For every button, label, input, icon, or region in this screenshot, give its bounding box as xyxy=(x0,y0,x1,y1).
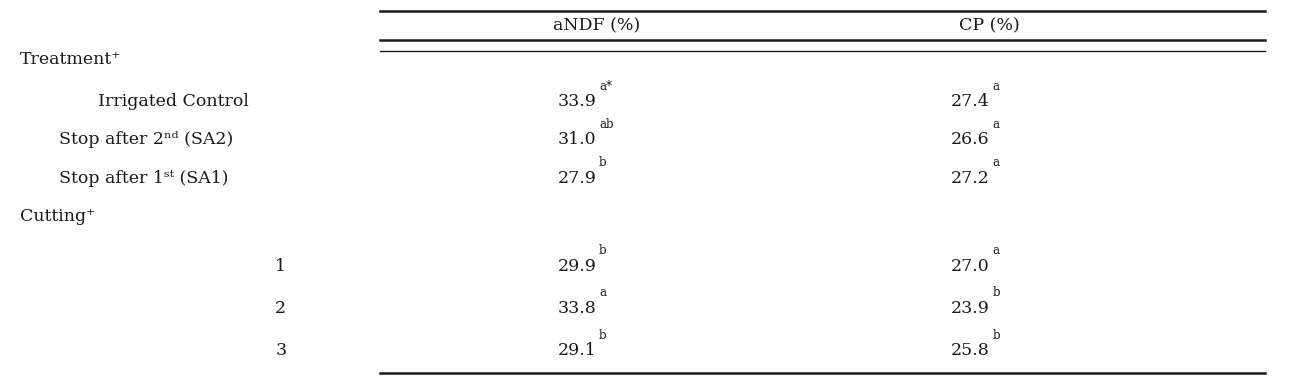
Text: a: a xyxy=(599,286,606,300)
Text: a: a xyxy=(992,156,999,169)
Text: a: a xyxy=(992,244,999,257)
Text: 27.4: 27.4 xyxy=(950,93,990,110)
Text: 29.1: 29.1 xyxy=(557,342,597,359)
Text: b: b xyxy=(599,244,607,257)
Text: 25.8: 25.8 xyxy=(950,342,990,359)
Text: b: b xyxy=(992,329,1000,342)
Text: aNDF (%): aNDF (%) xyxy=(553,17,640,34)
Text: 27.0: 27.0 xyxy=(950,258,990,275)
Text: 29.9: 29.9 xyxy=(557,258,597,275)
Text: 27.9: 27.9 xyxy=(557,170,597,187)
Text: 2: 2 xyxy=(275,300,286,317)
Text: 33.8: 33.8 xyxy=(557,300,597,317)
Text: b: b xyxy=(992,286,1000,300)
Text: Cutting⁺: Cutting⁺ xyxy=(20,208,94,225)
Text: b: b xyxy=(599,329,607,342)
Text: 33.9: 33.9 xyxy=(557,93,597,110)
Text: a*: a* xyxy=(599,80,612,93)
Text: ab: ab xyxy=(599,118,614,131)
Text: Stop after 2ⁿᵈ (SA2): Stop after 2ⁿᵈ (SA2) xyxy=(59,131,233,148)
Text: a: a xyxy=(992,118,999,131)
Text: 1: 1 xyxy=(275,258,286,275)
Text: a: a xyxy=(992,80,999,93)
Text: Stop after 1ˢᵗ (SA1): Stop after 1ˢᵗ (SA1) xyxy=(59,170,228,187)
Text: 31.0: 31.0 xyxy=(558,131,597,148)
Text: Treatment⁺: Treatment⁺ xyxy=(20,51,121,68)
Text: Irrigated Control: Irrigated Control xyxy=(98,93,249,110)
Text: 26.6: 26.6 xyxy=(952,131,990,148)
Text: CP (%): CP (%) xyxy=(960,17,1020,34)
Text: b: b xyxy=(599,156,607,169)
Text: 27.2: 27.2 xyxy=(950,170,990,187)
Text: 3: 3 xyxy=(275,342,286,359)
Text: 23.9: 23.9 xyxy=(950,300,990,317)
